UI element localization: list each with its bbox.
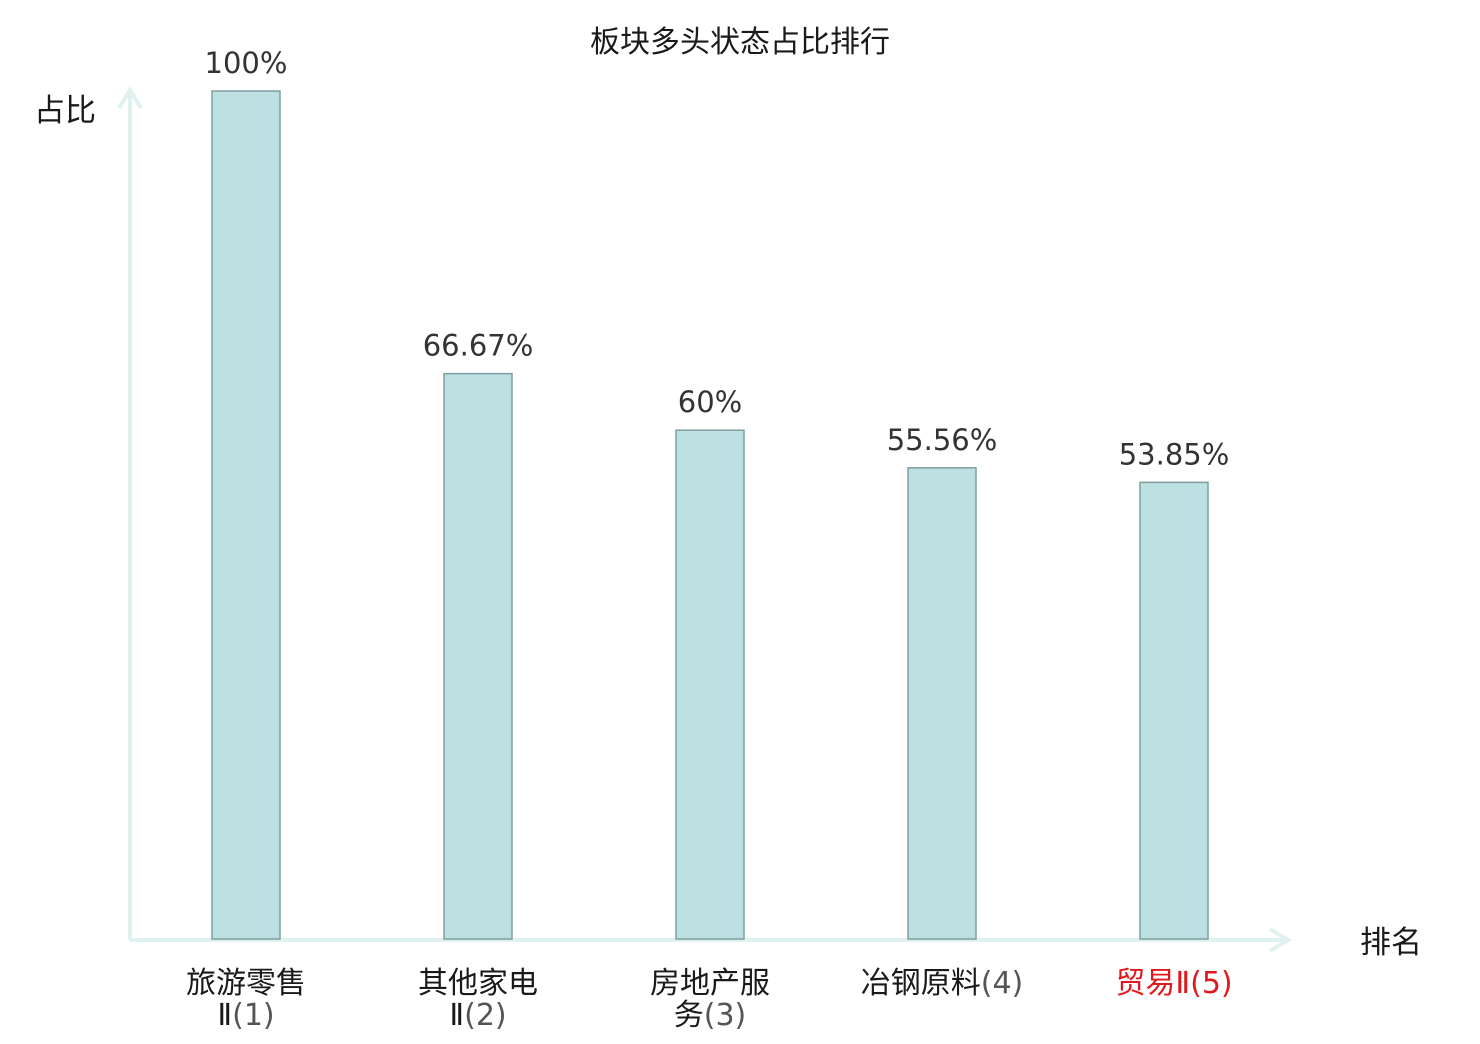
y-axis-label: 占比 bbox=[34, 93, 96, 129]
x-tick-label-2: 其他家电 bbox=[418, 966, 538, 1001]
x-tick-label-5: 贸易Ⅱ(5) bbox=[1115, 966, 1232, 1001]
chart-title: 板块多头状态占比排行 bbox=[590, 25, 890, 60]
x-axis-arrow-icon bbox=[1268, 927, 1292, 953]
bar-value-label-3: 60% bbox=[678, 385, 742, 419]
y-axis-arrow-icon bbox=[117, 86, 143, 110]
x-tick-suffix: 务 bbox=[674, 998, 704, 1033]
x-tick-label-3: 房地产服 bbox=[650, 966, 770, 1001]
x-tick-label-line2-1: Ⅱ(1) bbox=[217, 998, 274, 1033]
x-tick-label-line2-3: 务(3) bbox=[674, 998, 747, 1033]
x-tick-rank: (3) bbox=[704, 998, 747, 1033]
bar-value-label-5: 53.85% bbox=[1119, 437, 1230, 471]
x-tick-rank: (2) bbox=[464, 998, 507, 1033]
x-tick-rank: (1) bbox=[232, 998, 275, 1033]
bars-layer: 100%旅游零售Ⅱ(1)66.67%其他家电Ⅱ(2)60%房地产服务(3)55.… bbox=[186, 46, 1233, 1033]
x-tick-suffix: Ⅱ bbox=[1175, 966, 1190, 1001]
x-axis-label: 排名 bbox=[1360, 925, 1422, 961]
bar-value-label-4: 55.56% bbox=[887, 423, 998, 457]
bar-2 bbox=[443, 372, 513, 940]
bar-value-label-1: 100% bbox=[205, 46, 288, 80]
x-tick-label-line2-2: Ⅱ(2) bbox=[449, 998, 506, 1033]
x-tick-name: 冶钢原料 bbox=[861, 966, 981, 1001]
bar-4 bbox=[907, 467, 977, 940]
x-tick-name: 贸易 bbox=[1115, 966, 1175, 1001]
x-tick-label-1: 旅游零售 bbox=[186, 966, 306, 1001]
x-tick-rank: (5) bbox=[1190, 966, 1233, 1001]
x-tick-label-4: 冶钢原料(4) bbox=[861, 966, 1024, 1001]
bar-3 bbox=[675, 429, 745, 940]
x-tick-suffix: Ⅱ bbox=[449, 998, 464, 1033]
x-tick-rank: (4) bbox=[981, 966, 1024, 1001]
bar-value-label-2: 66.67% bbox=[423, 329, 534, 363]
bar-1 bbox=[211, 90, 281, 940]
x-tick-suffix: Ⅱ bbox=[217, 998, 232, 1033]
bar-5 bbox=[1139, 481, 1209, 940]
